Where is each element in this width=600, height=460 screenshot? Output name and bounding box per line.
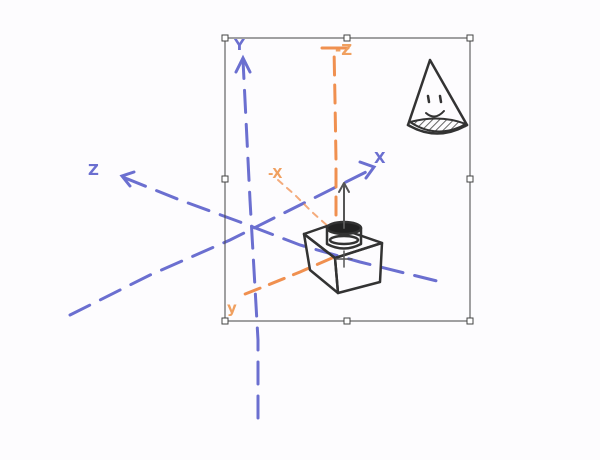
world-y-arrowhead — [234, 54, 252, 74]
box-right-face — [333, 241, 384, 295]
local-y-axis — [238, 256, 334, 298]
up-arrow-head — [338, 182, 350, 193]
cone-base — [406, 123, 469, 135]
cone-outline — [406, 58, 469, 127]
cone-eye-right — [438, 94, 443, 104]
resize-handle-left[interactable] — [221, 175, 229, 183]
box-sketch-icon[interactable] — [302, 182, 384, 295]
cone-sketch-icon[interactable] — [406, 58, 469, 135]
local-x-axis — [277, 179, 331, 229]
resize-handle-top-left[interactable] — [221, 34, 229, 42]
cone-base-shade — [409, 117, 467, 133]
world-x-label: X — [374, 149, 386, 167]
resize-handle-top-right[interactable] — [466, 34, 474, 42]
world-x-axis — [68, 168, 372, 317]
world-x-arrowhead — [358, 160, 377, 180]
local-axes — [238, 46, 350, 298]
local-z-label: -Z — [335, 41, 352, 59]
local-y-label: y — [227, 299, 237, 317]
world-y-label: Y — [233, 36, 246, 54]
world-axes — [68, 54, 447, 420]
selection-frame[interactable] — [221, 34, 474, 325]
resize-handle-bottom-left[interactable] — [221, 317, 229, 325]
world-y-axis — [241, 58, 260, 420]
local-x-label: -X — [268, 167, 282, 182]
resize-handle-right[interactable] — [466, 175, 474, 183]
world-z-label: Z — [88, 161, 99, 179]
world-z-arrowhead — [119, 170, 136, 188]
cylinder-body — [325, 226, 363, 250]
pivot-crosshair — [335, 250, 353, 268]
cone-eye-left — [426, 94, 431, 104]
world-z-axis — [123, 176, 447, 285]
cylinder-rim — [328, 234, 360, 246]
resize-handle-bottom[interactable] — [343, 317, 351, 325]
cone-smile — [425, 110, 445, 118]
resize-handle-bottom-right[interactable] — [466, 317, 474, 325]
local-z-axis — [332, 46, 338, 217]
selection-border — [224, 37, 471, 322]
resize-handle-top[interactable] — [343, 34, 351, 42]
